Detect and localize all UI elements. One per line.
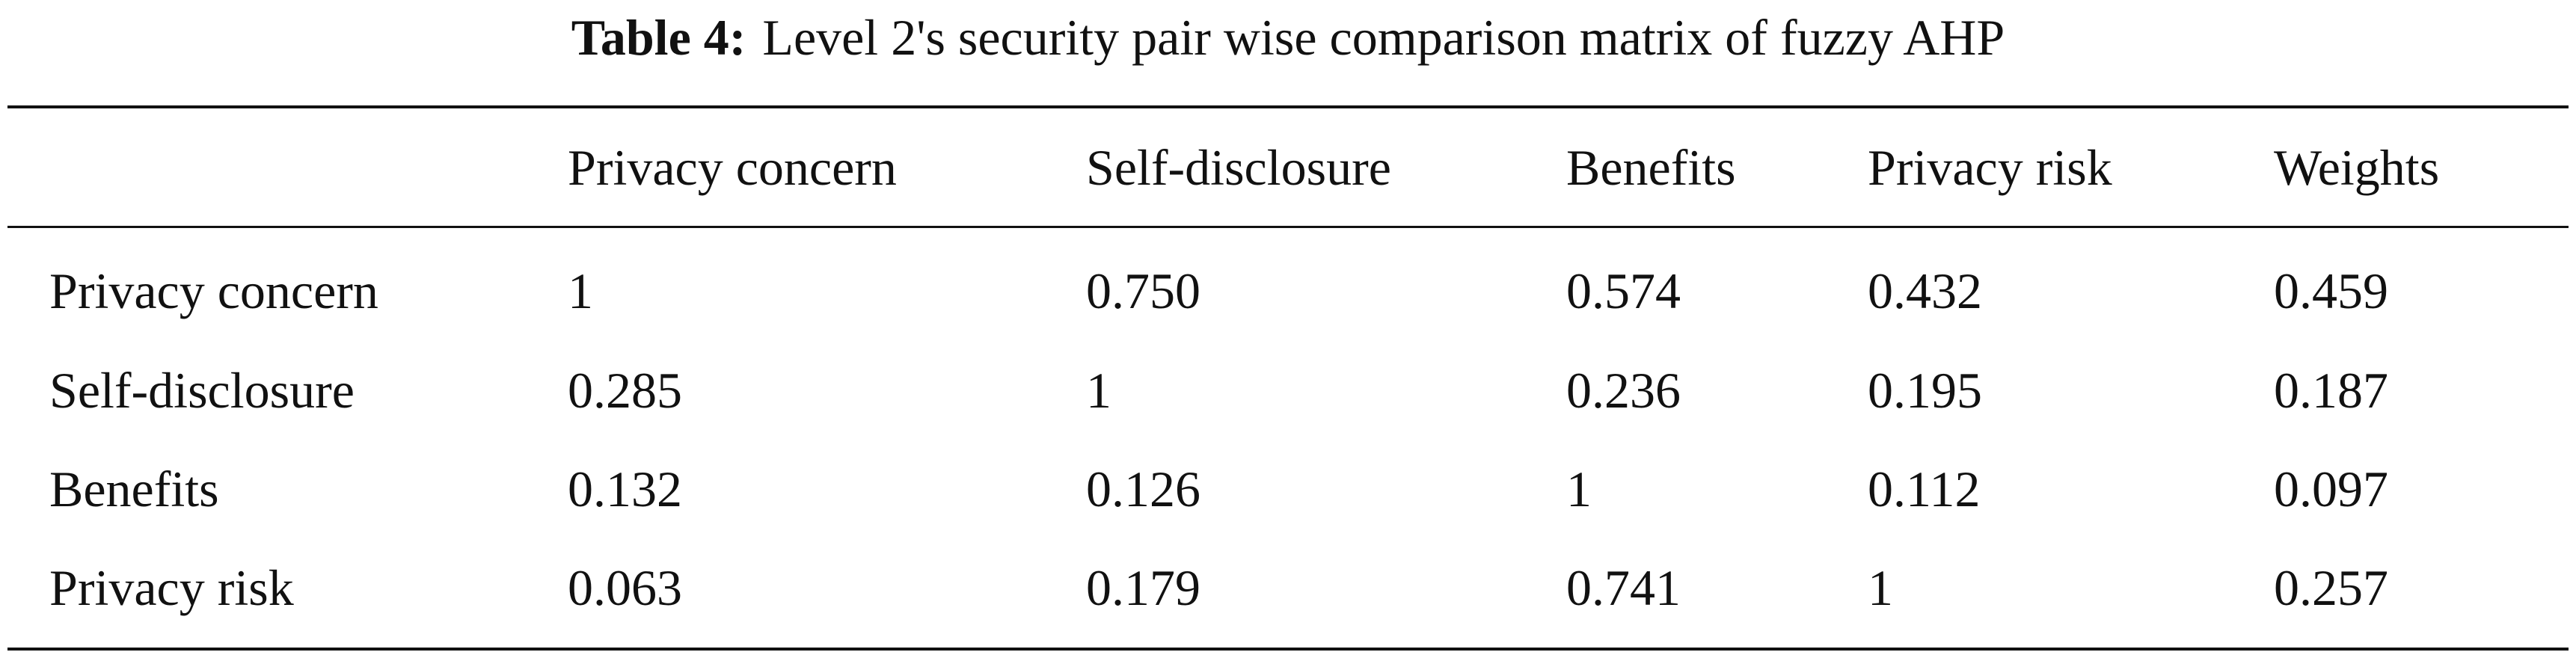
table-cell: 0.097 [2274,461,2388,517]
table-cell: 0.236 [1566,362,1681,419]
table-caption: Table 4: Level 2's security pair wise com… [0,9,2576,66]
top-rule [7,105,2569,108]
table-cell: 1 [1868,559,1893,616]
caption-label: Table 4: [571,9,746,66]
table-cell: 1 [1086,362,1111,419]
row-header: Self-disclosure [49,362,355,419]
column-header: Benefits [1566,139,1736,196]
table-cell: 0.112 [1868,461,1981,517]
table-cell: 0.132 [568,461,682,517]
column-header: Privacy concern [568,139,897,196]
column-header: Self-disclosure [1086,139,1391,196]
table-cell: 0.257 [2274,559,2388,616]
table-cell: 0.187 [2274,362,2388,419]
header-rule [7,226,2569,228]
table-cell: 0.750 [1086,262,1200,319]
column-header: Weights [2274,139,2440,196]
caption-text: Level 2's security pair wise comparison … [762,9,2005,66]
table-cell: 1 [1566,461,1592,517]
bottom-rule [7,648,2569,651]
row-header: Privacy risk [49,559,294,616]
table-cell: 0.285 [568,362,682,419]
table-cell: 0.459 [2274,262,2388,319]
table-cell: 0.179 [1086,559,1200,616]
table-cell: 0.432 [1868,262,1982,319]
table-cell: 0.195 [1868,362,1982,419]
column-header: Privacy risk [1868,139,2112,196]
row-header: Privacy concern [49,262,378,319]
table-cell: 0.574 [1566,262,1681,319]
table-cell: 0.741 [1566,559,1681,616]
table-cell: 0.126 [1086,461,1200,517]
row-header: Benefits [49,461,219,517]
table-cell: 1 [568,262,593,319]
table-cell: 0.063 [568,559,682,616]
